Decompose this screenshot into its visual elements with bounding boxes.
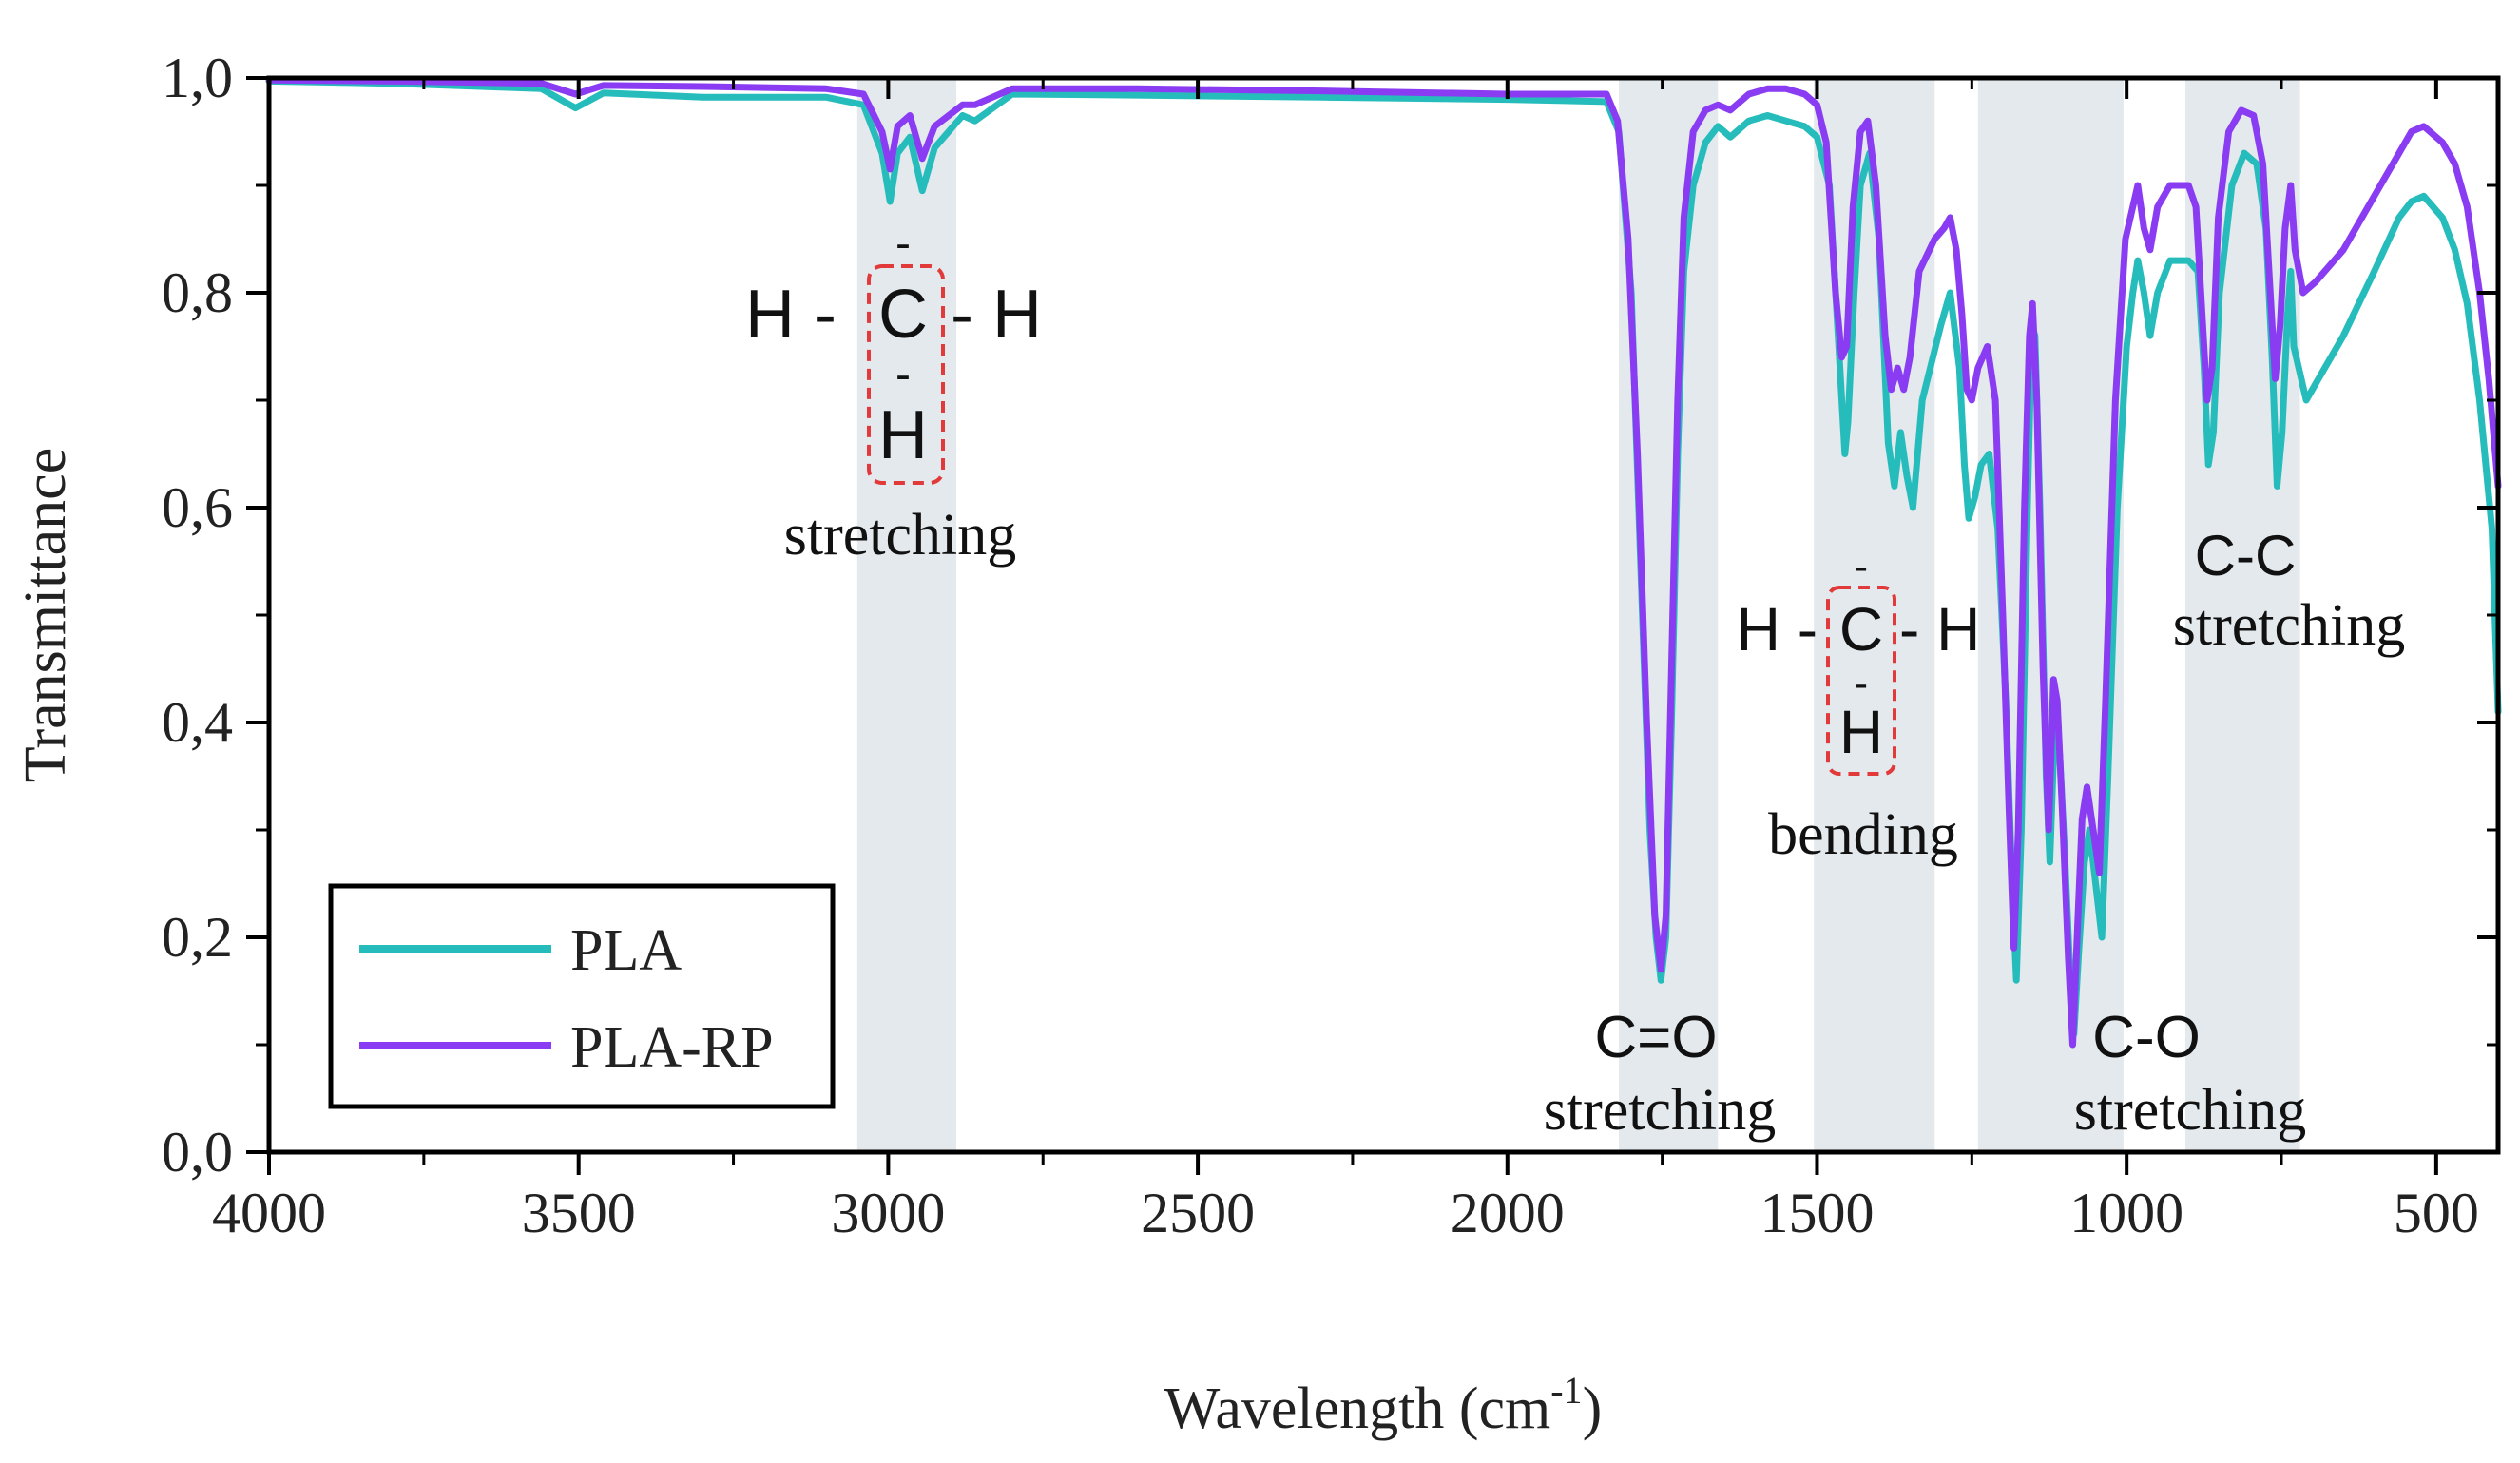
legend: PLA PLA-RP: [328, 883, 836, 1109]
x-tick-label: 2500: [1141, 1182, 1255, 1244]
x-axis-ticks: 4000 3500 3000 2500 2000 1500 1000 500: [212, 78, 2479, 1244]
x-axis-label-superscript: -1: [1550, 1369, 1582, 1412]
x-tick-label: 1500: [1760, 1182, 1874, 1244]
highlight-band-1: [1619, 78, 1719, 1152]
x-tick-label: 4000: [212, 1182, 326, 1244]
annotation-h-right: - H: [1899, 595, 1980, 664]
x-tick-label: 500: [2394, 1182, 2479, 1244]
annotation-dashed-box: [867, 264, 945, 485]
x-tick-label: 3000: [831, 1182, 945, 1244]
y-tick-label: 0,4: [162, 691, 233, 754]
annotation-h-left: H -: [745, 277, 837, 353]
highlight-band-0: [856, 78, 957, 1152]
annotation-co-single-stretching: C-O stretching: [2074, 1005, 2307, 1143]
y-axis-ticks: 0,0 0,2 0,4 0,6 0,8 1,0: [162, 47, 2498, 1184]
annotation-caption: stretching: [1544, 1078, 1777, 1143]
legend-label-pla: PLA: [570, 918, 682, 983]
x-axis-label-close: ): [1583, 1376, 1603, 1441]
annotation-carbon: C: [1839, 595, 1883, 664]
x-axis-label: Wavelength (cm-1): [1164, 1369, 1602, 1441]
annotation-h-left: H -: [1737, 595, 1818, 664]
y-tick-label: 0,8: [162, 261, 233, 324]
legend-label-pla-rp: PLA-RP: [570, 1015, 774, 1080]
annotation-h-bottom: H: [878, 397, 928, 473]
annotation-bond-mid: -: [1855, 661, 1868, 705]
y-tick-label: 0,6: [162, 476, 233, 539]
annotation-h-bottom: H: [1839, 698, 1883, 766]
y-axis-label: Transmittance: [13, 448, 78, 782]
legend-box: [328, 883, 836, 1109]
annotation-caption: stretching: [784, 503, 1017, 568]
annotation-ch-bending: - H - C - H - H bending: [1737, 544, 1981, 867]
annotation-bond-top: -: [1855, 544, 1868, 588]
x-tick-label: 1000: [2069, 1182, 2183, 1244]
annotation-cc-stretching: C-C stretching: [2173, 524, 2406, 658]
annotation-bond-mid: -: [895, 350, 911, 400]
annotation-caption: stretching: [2074, 1078, 2307, 1143]
annotation-ch-stretching: - H - C - H - H stretching: [745, 219, 1042, 568]
spectra-series: [265, 76, 2502, 1049]
annotation-caption: bending: [1768, 802, 1958, 867]
annotation-carbon: C: [878, 277, 928, 353]
x-tick-label: 2000: [1451, 1182, 1565, 1244]
annotation-dashed-box: [1826, 586, 1896, 776]
annotation-h-right: - H: [951, 277, 1042, 353]
annotation-bond-top: -: [895, 219, 911, 269]
highlight-bands: [856, 78, 2300, 1152]
annotation-label: C-O: [2092, 1005, 2201, 1070]
y-tick-label: 0,0: [162, 1121, 233, 1184]
annotation-label: C-C: [2195, 524, 2297, 587]
y-tick-label: 0,2: [162, 906, 233, 969]
series-line-pla-rp: [265, 76, 2502, 1049]
annotation-caption: stretching: [2173, 593, 2406, 658]
x-tick-label: 3500: [522, 1182, 636, 1244]
annotation-label: C=O: [1594, 1005, 1717, 1070]
annotation-co-double-stretching: C=O stretching: [1544, 1005, 1777, 1143]
y-tick-label: 1,0: [162, 47, 233, 109]
